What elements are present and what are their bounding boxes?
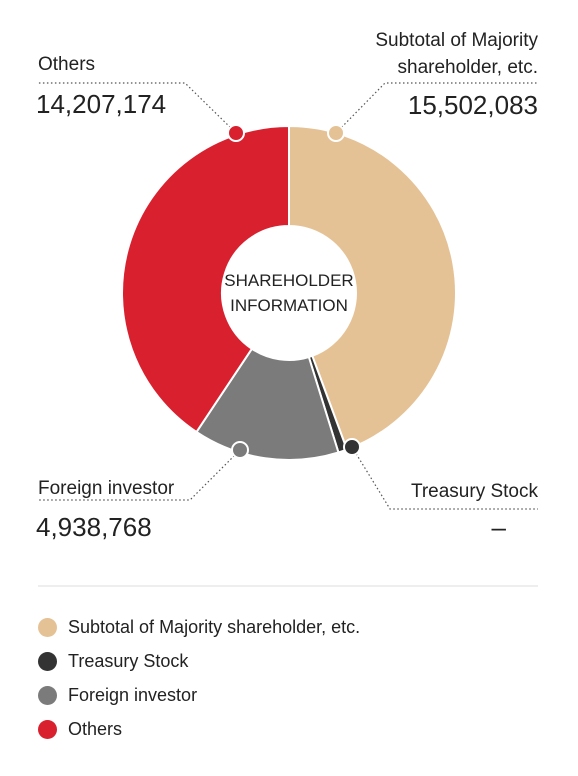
legend-swatch xyxy=(38,652,57,671)
callout-value: 15,502,083 xyxy=(407,90,538,120)
callout-value: 4,938,768 xyxy=(36,512,152,542)
legend-label: Foreign investor xyxy=(68,685,198,705)
leader-line xyxy=(38,449,241,501)
callout-name: Others xyxy=(38,54,96,75)
callout-dot xyxy=(227,124,245,142)
leader-line xyxy=(351,446,538,510)
legend-label: Treasury Stock xyxy=(68,651,189,671)
legend-swatch xyxy=(38,720,57,739)
callout-value: – xyxy=(491,512,506,542)
callout-name: Subtotal of Majority shareholder, etc. xyxy=(375,30,538,78)
slice xyxy=(195,347,340,461)
legend-swatch xyxy=(38,618,57,637)
callout-dot xyxy=(327,124,345,142)
legend-item: Subtotal of Majority shareholder, etc. xyxy=(38,617,360,638)
legend-item: Others xyxy=(38,719,122,740)
leader-line xyxy=(38,82,237,134)
center-label: SHAREHOLDER INFORMATION xyxy=(224,271,354,315)
callout-dot xyxy=(231,441,249,459)
legend-label: Subtotal of Majority shareholder, etc. xyxy=(68,617,361,637)
callout-name: Foreign investor xyxy=(38,478,175,499)
legend-label: Others xyxy=(68,719,123,739)
callout-value: 14,207,174 xyxy=(36,89,167,119)
legend-swatch xyxy=(38,686,57,705)
slice xyxy=(288,124,457,451)
leader-line xyxy=(335,82,538,134)
callout-dot xyxy=(343,438,361,456)
legend-item: Treasury Stock xyxy=(38,651,188,672)
callout-name: Treasury Stock xyxy=(410,481,538,502)
legend-item: Foreign investor xyxy=(38,685,197,706)
